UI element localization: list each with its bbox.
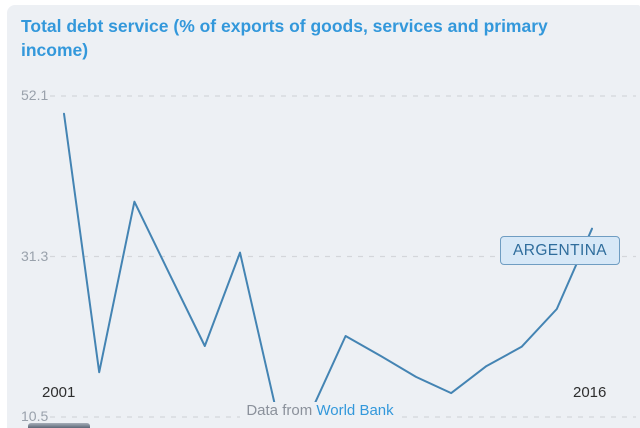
x-axis-label-start-year: 2001 xyxy=(42,384,76,401)
y-axis-tick-top: 52.1 xyxy=(21,87,49,103)
chart-title: Total debt service (% of exports of good… xyxy=(21,16,548,61)
data-source-caption: Data from World Bank xyxy=(0,402,640,419)
y-axis-tick-bottom: 10.5 xyxy=(21,408,49,424)
world-bank-link[interactable]: World Bank xyxy=(316,402,394,419)
x-axis-label-end-year: 2016 xyxy=(573,384,607,401)
cutoff-element-fragment xyxy=(28,423,90,428)
chart-card xyxy=(7,5,640,428)
series-label-badge[interactable]: ARGENTINA xyxy=(500,236,621,265)
caption-prefix: Data from xyxy=(246,402,317,419)
debt-service-series-line xyxy=(63,112,593,415)
y-axis-tick-middle: 31.3 xyxy=(21,248,49,264)
